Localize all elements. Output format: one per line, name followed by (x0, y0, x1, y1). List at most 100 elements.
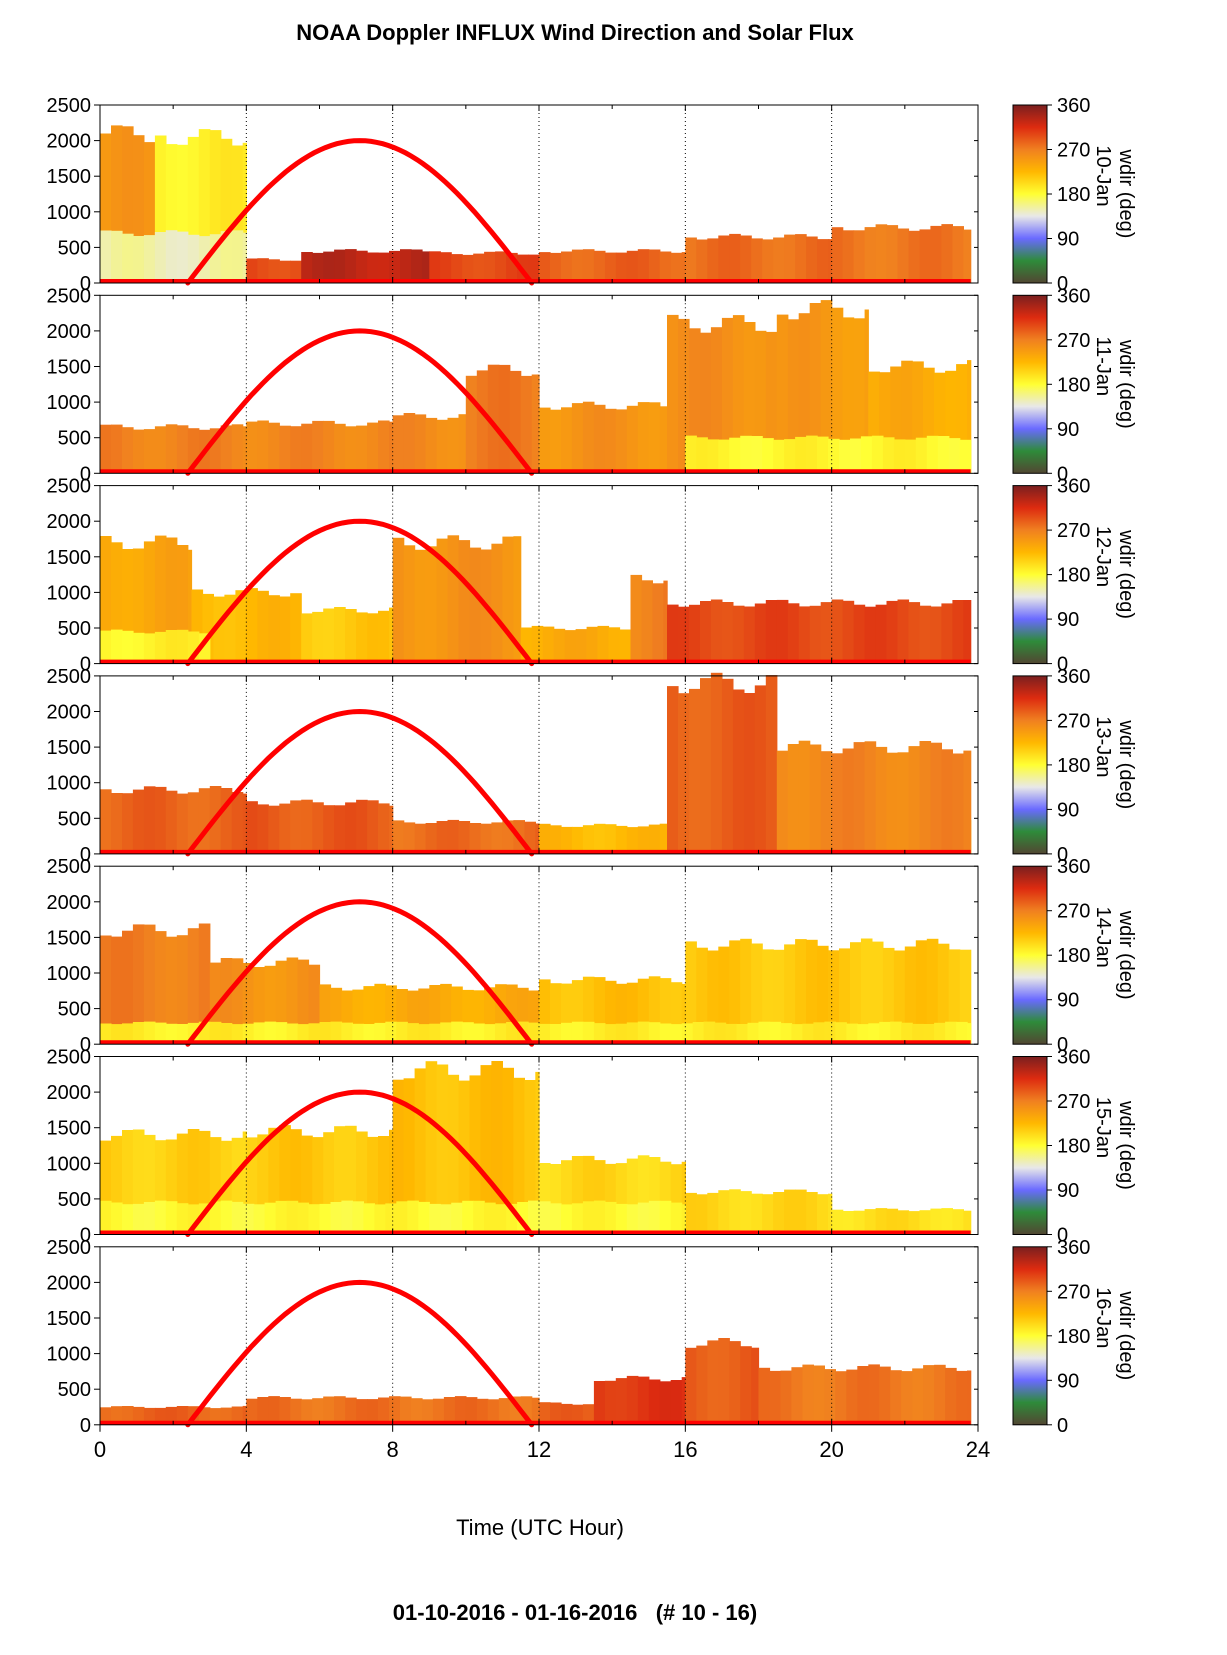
heat-cell (879, 1366, 891, 1425)
heat-cell (809, 744, 822, 854)
heat-cell (542, 626, 555, 664)
heat-cell (312, 802, 324, 854)
heat-cell (659, 1023, 672, 1045)
heat-cell (663, 580, 668, 664)
heat-cell (582, 249, 595, 283)
y-tick-label: 1000 (47, 392, 92, 414)
heat-cell (835, 1022, 847, 1045)
heat-cell (209, 234, 222, 283)
heat-cell (469, 547, 482, 664)
heat-cell (235, 590, 247, 664)
colorbar-tick-label: 270 (1057, 520, 1090, 542)
y-tick-label: 2500 (47, 476, 92, 498)
heat-cell (257, 804, 269, 854)
heat-cell (374, 983, 386, 1045)
heat-cell (539, 979, 551, 1045)
heat-cell (246, 421, 258, 474)
heat-cell (323, 608, 335, 664)
heat-cell (710, 672, 723, 854)
colorbar-tick-label: 270 (1057, 710, 1090, 732)
heat-cell (575, 629, 588, 664)
heat-cell (334, 805, 346, 854)
solar-flux-curve (185, 899, 535, 1047)
heat-cell (550, 409, 562, 474)
heat-cell (864, 309, 869, 474)
heat-cell (959, 439, 972, 474)
heat-cell (571, 826, 584, 854)
heat-cell (495, 251, 507, 283)
heat-cell (853, 1210, 866, 1235)
heat-cell (571, 980, 584, 1045)
heat-cell (685, 1347, 697, 1425)
heat-cell (934, 372, 946, 474)
heat-cell (897, 599, 910, 664)
heat-cell (231, 424, 244, 474)
heat-cell (425, 1061, 438, 1235)
y-tick-label: 1500 (47, 547, 92, 569)
heat-cell (458, 1080, 471, 1235)
heat-cell (637, 978, 650, 1045)
heat-cell (418, 988, 430, 1045)
y-tick-label: 500 (58, 999, 91, 1021)
heat-cell (773, 237, 785, 283)
heat-cell (242, 1131, 247, 1235)
heat-cell (868, 1023, 880, 1045)
heat-cell (912, 1368, 924, 1425)
heat-cell (828, 438, 840, 474)
heat-cell (908, 230, 921, 283)
heat-cell (550, 825, 562, 854)
heat-cell (784, 1189, 796, 1235)
heat-cell (710, 599, 723, 664)
heat-cell (341, 1200, 353, 1235)
heat-cell (615, 1023, 628, 1045)
heat-cell (561, 1022, 573, 1045)
heat-cell (165, 1406, 178, 1425)
heat-cell (952, 1209, 964, 1235)
heat-cell (758, 1367, 771, 1425)
heat-cell (231, 230, 244, 283)
heat-cell (352, 989, 364, 1045)
heat-cell (100, 536, 112, 664)
heat-cell (963, 600, 972, 664)
heat-cell (454, 1396, 467, 1425)
heat-cell (414, 823, 427, 854)
heat-cell (122, 549, 134, 664)
heat-cell (187, 928, 200, 1045)
heat-cell (740, 235, 752, 283)
heat-cell (561, 1160, 573, 1235)
heat-cell (824, 1021, 836, 1045)
heat-cell (937, 943, 950, 1045)
colorbar-tick-label: 0 (1057, 273, 1068, 295)
heat-cell (253, 967, 266, 1045)
heat-cell (451, 1202, 463, 1235)
heat-cell (436, 538, 449, 664)
heat-cell (637, 1202, 650, 1235)
heat-cell (301, 613, 313, 664)
heat-cell (132, 789, 145, 854)
heat-cell (268, 259, 280, 283)
heat-cell (700, 678, 712, 854)
heat-cell (531, 625, 544, 664)
heat-cell (440, 1022, 452, 1045)
heat-cell (817, 945, 829, 1045)
colorbar (1012, 104, 1048, 284)
heat-cell (403, 1078, 416, 1235)
heat-cell (875, 224, 888, 283)
heat-cell (762, 438, 774, 474)
heat-cell (831, 1209, 844, 1235)
heat-cell (615, 825, 628, 854)
heat-cell (154, 1200, 167, 1235)
heat-cell (165, 1139, 178, 1235)
heat-cell (762, 239, 774, 283)
heat-cell (425, 823, 438, 854)
heat-cell (765, 600, 778, 664)
heat-cell (111, 1202, 123, 1235)
panel-15-Jan: 0 500 1000 1500 2000 2500 360 270 180 90 0 wdir (de… (47, 1047, 1138, 1247)
heat-cell (806, 939, 818, 1045)
heat-cell (550, 1024, 562, 1045)
heat-cell (696, 239, 708, 283)
heat-cell (154, 931, 167, 1045)
heat-cell (926, 938, 939, 1045)
colorbar-tick-label: 180 (1057, 755, 1090, 777)
heat-cell (502, 536, 514, 664)
